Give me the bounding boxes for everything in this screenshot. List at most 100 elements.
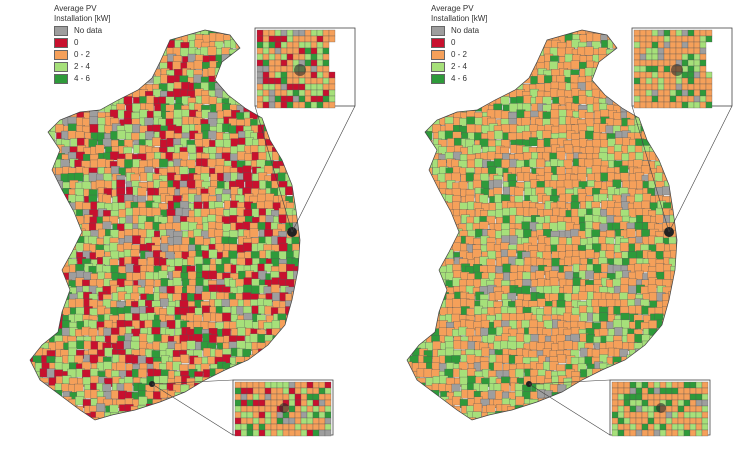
division-cell [279, 341, 289, 350]
inset-cell [274, 65, 282, 73]
division-cell [110, 46, 120, 56]
division-cell [35, 425, 44, 434]
division-cell [425, 250, 435, 260]
division-cell [407, 207, 412, 217]
division-cell [417, 118, 427, 128]
division-cell [578, 291, 588, 301]
division-cell [452, 201, 462, 211]
division-cell [571, 236, 581, 245]
division-cell [668, 110, 677, 120]
division-cell [20, 285, 29, 294]
division-cell [131, 76, 140, 86]
division-cell [95, 179, 105, 189]
division-cell [419, 54, 428, 64]
division-cell [678, 364, 687, 373]
division-cell [509, 30, 518, 36]
division-cell [285, 118, 295, 127]
division-cell [452, 242, 462, 252]
inset-cell [288, 423, 296, 431]
division-cell [407, 179, 413, 189]
division-cell [585, 130, 594, 140]
division-cell [46, 368, 56, 378]
inset-cell [324, 423, 332, 431]
division-cell [61, 223, 71, 233]
division-cell [30, 168, 36, 177]
division-cell [423, 368, 433, 378]
division-cell [60, 405, 70, 415]
division-cell [172, 277, 182, 287]
division-cell [416, 186, 426, 196]
division-cell [244, 319, 253, 329]
division-cell [641, 200, 651, 210]
division-cell [599, 30, 609, 35]
inset-cell [294, 387, 302, 395]
division-cell [566, 19, 575, 28]
division-cell [529, 33, 539, 43]
division-cell [635, 152, 645, 161]
division-cell [425, 315, 435, 324]
division-cell [30, 236, 36, 246]
division-cell [508, 39, 518, 49]
inset-cell [316, 101, 324, 109]
inset-cell [288, 405, 296, 413]
division-cell [271, 292, 281, 302]
division-cell [657, 363, 667, 373]
division-cell [138, 396, 148, 406]
inset-cell [298, 41, 306, 49]
division-cell [30, 314, 37, 323]
division-cell [643, 110, 652, 120]
division-cell [30, 377, 31, 387]
division-cell [613, 89, 623, 99]
division-cell [502, 263, 512, 273]
division-cell [195, 277, 205, 287]
division-cell [407, 70, 414, 79]
division-cell [104, 347, 114, 357]
division-cell [20, 230, 29, 239]
division-cell [208, 334, 218, 343]
division-cell [419, 21, 428, 30]
division-cell [138, 55, 148, 65]
division-cell [410, 60, 419, 70]
division-cell [118, 48, 128, 58]
division-cell [678, 187, 687, 196]
division-cell [40, 125, 49, 135]
division-cell [480, 361, 490, 371]
division-cell [264, 370, 274, 380]
inset-cell [246, 411, 254, 419]
division-cell [410, 223, 419, 233]
inset-cell [306, 405, 314, 413]
inset-cell [312, 429, 320, 437]
inset-cell [324, 381, 332, 389]
division-cell [649, 370, 659, 379]
inset-cell [288, 393, 296, 401]
division-cell [132, 235, 141, 245]
division-cell [74, 89, 84, 99]
division-cell [479, 96, 489, 106]
division-cell [683, 223, 692, 232]
map-panel-right: Average PV Installation [kW] No data 0 0… [377, 0, 754, 466]
division-cell [677, 223, 686, 232]
inset-cell [306, 429, 314, 437]
division-cell [34, 153, 44, 163]
division-cell [279, 140, 289, 149]
division-cell [307, 139, 316, 148]
division-cell [684, 252, 693, 260]
division-cell [412, 103, 421, 113]
division-cell [208, 249, 218, 259]
division-cell [42, 263, 51, 273]
division-cell [294, 314, 300, 324]
division-cell [410, 208, 420, 217]
division-cell [407, 161, 413, 171]
division-cell [299, 132, 300, 142]
division-cell [243, 61, 252, 71]
division-cell [487, 250, 497, 260]
inset-cell [310, 101, 318, 109]
division-cell [39, 96, 49, 106]
division-cell [47, 419, 57, 420]
division-cell [41, 48, 51, 57]
division-cell [126, 425, 135, 434]
division-cell [19, 293, 28, 302]
inset-cell [276, 393, 284, 401]
division-cell [671, 19, 680, 28]
division-cell [412, 321, 422, 331]
